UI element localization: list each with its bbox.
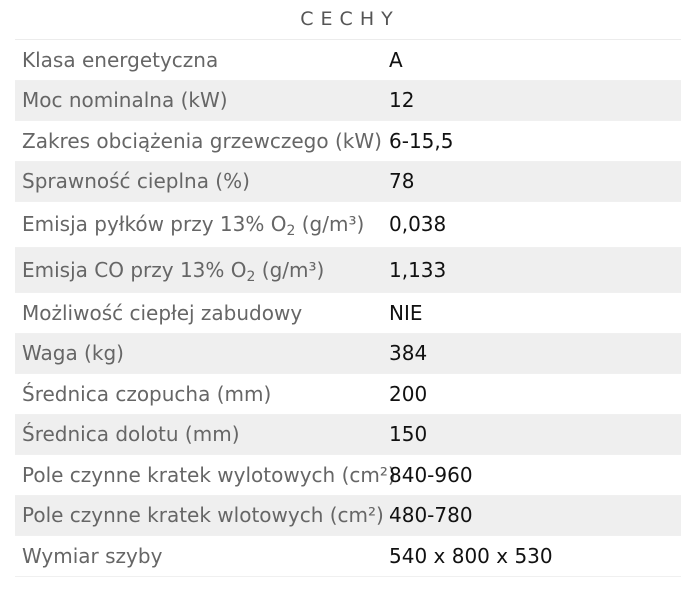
spec-value: 840-960 bbox=[389, 462, 473, 487]
spec-label: Pole czynne kratek wylotowych (cm²) bbox=[22, 462, 396, 487]
spec-row: Średnica dolotu (mm) 150 bbox=[15, 414, 681, 455]
spec-value: 150 bbox=[389, 422, 428, 447]
spec-label: Możliwość ciepłej zabudowy bbox=[22, 300, 303, 325]
spec-label: Emisja pyłków przy 13% O2 (g/m³) bbox=[15, 212, 381, 240]
spec-value: 384 bbox=[389, 341, 428, 366]
spec-label: Zakres obciążenia grzewczego (kW) bbox=[22, 128, 382, 153]
spec-row: Klasa energetyczna A bbox=[15, 40, 681, 81]
spec-value: 540 x 800 x 530 bbox=[389, 543, 553, 568]
spec-value: 12 bbox=[389, 88, 415, 113]
spec-row: Wymiar szyby 540 x 800 x 530 bbox=[15, 536, 681, 577]
spec-row: Emisja pyłków przy 13% O2 (g/m³) 0,038 bbox=[15, 202, 681, 248]
spec-label: Klasa energetyczna bbox=[22, 47, 219, 72]
spec-value: 6-15,5 bbox=[389, 128, 454, 153]
spec-row: Pole czynne kratek wylotowych (cm²) 840-… bbox=[15, 455, 681, 496]
spec-label-text: Emisja CO przy 13% O bbox=[22, 257, 247, 282]
spec-value: 1,133 bbox=[389, 257, 447, 282]
spec-label: Sprawność cieplna (%) bbox=[22, 169, 250, 194]
spec-row: Średnica czopucha (mm) 200 bbox=[15, 374, 681, 415]
spec-value: 480-780 bbox=[389, 503, 473, 528]
spec-label: Średnica czopucha (mm) bbox=[22, 381, 272, 406]
spec-label-text: Emisja pyłków przy 13% O bbox=[22, 212, 287, 237]
spec-value: 200 bbox=[389, 381, 428, 406]
spec-label: Waga (kg) bbox=[22, 341, 124, 366]
spec-row: Możliwość ciepłej zabudowy NIE bbox=[15, 293, 681, 334]
spec-row: Sprawność cieplna (%) 78 bbox=[15, 161, 681, 202]
spec-label: Moc nominalna (kW) bbox=[22, 88, 228, 113]
spec-label: Emisja CO przy 13% O2 (g/m³) bbox=[15, 257, 381, 285]
subscript: 2 bbox=[286, 223, 296, 240]
spec-table: Klasa energetyczna A Moc nominalna (kW) … bbox=[15, 39, 681, 577]
subscript: 2 bbox=[246, 268, 256, 285]
spec-row: Moc nominalna (kW) 12 bbox=[15, 80, 681, 121]
spec-label: Pole czynne kratek wlotowych (cm²) bbox=[22, 503, 384, 528]
spec-row: Zakres obciążenia grzewczego (kW) 6-15,5 bbox=[15, 121, 681, 162]
spec-value: 78 bbox=[389, 169, 415, 194]
spec-value: NIE bbox=[389, 300, 423, 325]
section-title: CECHY bbox=[300, 8, 400, 30]
spec-row: Emisja CO przy 13% O2 (g/m³) 1,133 bbox=[15, 247, 681, 293]
spec-value: 0,038 bbox=[389, 212, 447, 237]
spec-row: Pole czynne kratek wlotowych (cm²) 480-7… bbox=[15, 495, 681, 536]
spec-label: Wymiar szyby bbox=[22, 543, 163, 568]
spec-row: Waga (kg) 384 bbox=[15, 333, 681, 374]
spec-value: A bbox=[389, 47, 403, 72]
spec-label-unit: (g/m³) bbox=[255, 257, 325, 282]
spec-label: Średnica dolotu (mm) bbox=[22, 422, 240, 447]
spec-label-unit: (g/m³) bbox=[295, 212, 365, 237]
